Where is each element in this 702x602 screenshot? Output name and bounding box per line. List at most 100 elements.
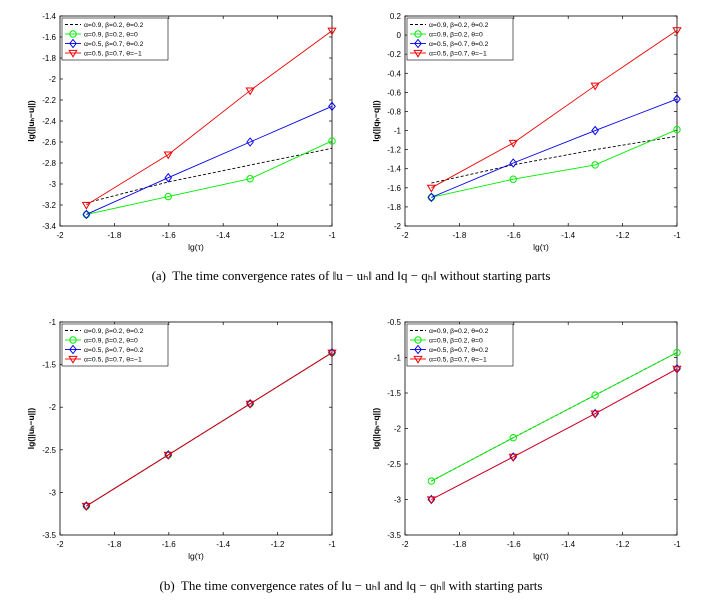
data-point-s3-3 [327,27,337,36]
series-line-2 [86,105,333,215]
legend-marker [69,30,77,38]
legend-marker [68,49,78,58]
x-tick-label: -1.4 [561,540,575,549]
y-tick-label: -2.2 [42,96,56,105]
data-point-s3-2 [245,87,255,96]
y-tick-label: -1.6 [42,33,56,42]
x-tick-label: -1.8 [453,231,467,240]
legend-entry: α=0.9, β=0.2, θ=0 [429,32,483,39]
x-tick-label: -1.4 [216,231,230,240]
legend-entry: α=0.9, β=0.2, θ=0 [84,32,138,39]
y-tick-label: -1.4 [387,165,401,174]
data-point-s1-2 [591,161,599,169]
legend-entry: α=0.5, β=0.7, θ=−1 [84,51,142,58]
x-axis-label: lg(τ) [188,551,204,561]
y-tick-label: -2.5 [387,460,401,469]
x-tick-label: -1.6 [507,540,521,549]
data-point-s3-1 [163,451,173,460]
x-tick-label: -1 [328,231,336,240]
data-point-s3-3 [672,365,682,374]
series-line-3 [86,352,333,507]
series-line-1 [86,140,333,215]
data-point-s3-0 [426,184,437,193]
legend-entry: α=0.5, β=0.7, θ=0.2 [429,41,489,48]
data-point-s1-3 [328,137,336,145]
legend-entry: α=0.9, β=0.2, θ=0 [429,338,483,345]
legend-entry: α=0.9, β=0.2, θ=0.2 [429,22,489,29]
y-axis-label: lg(||uₕ−u||) [26,408,36,450]
y-axis-label: lg(||qₕ−q||) [371,100,381,142]
x-tick-label: -1.2 [616,231,630,240]
y-tick-label: -1.5 [42,361,56,370]
y-tick-label: -3.5 [42,531,56,540]
legend-marker [69,336,77,344]
data-point-s3-0 [426,496,437,505]
y-tick-label: -0.5 [387,318,401,327]
data-point-s2-2 [246,137,254,147]
data-point-s3-1 [508,453,518,462]
legend-entry: α=0.9, β=0.2, θ=0.2 [84,22,144,29]
data-point-s3-2 [590,82,600,91]
y-tick-label: -0.6 [387,88,401,97]
x-tick-label: -1 [673,231,681,240]
x-tick-label: -1.2 [271,540,285,549]
y-tick-label: -3.2 [42,201,56,210]
x-tick-label: -1 [673,540,681,549]
y-tick-label: 0.2 [390,12,402,21]
legend-marker [69,38,77,49]
x-tick-label: -1.6 [162,231,176,240]
y-tick-label: -3 [394,496,402,505]
data-point-s2-1 [164,172,173,183]
data-point-s1-0 [427,477,436,485]
chart-a-u: -2 -1.8 -1.6 -1.4 -1.2 -1 -3.4 -3.2 -3 -2.8 -2.6 -2… [26,12,337,252]
data-point-s1-3 [673,125,681,134]
data-point-s3-0 [81,201,92,210]
y-tick-label: -3 [49,488,57,497]
legend-entry: α=0.5, β=0.7, θ=0.2 [84,41,144,48]
x-axis-label: lg(τ) [533,242,549,252]
data-point-s3-1 [163,151,173,160]
y-tick-label: -3.5 [387,531,401,540]
y-tick-label: -3.4 [42,222,56,231]
x-tick-label: -1 [328,540,336,549]
series-line-0 [86,147,333,204]
legend-entry: α=0.5, β=0.7, θ=−1 [429,357,487,364]
x-tick-label: -1.6 [162,540,176,549]
x-tick-label: -1.6 [507,231,521,240]
y-tick-label: -2 [49,75,57,84]
data-point-s2-0 [82,209,91,220]
data-point-s3-2 [590,410,600,419]
legend-entry: α=0.9, β=0.2, θ=0.2 [84,328,144,335]
y-tick-label: -0.8 [387,107,401,116]
legend-entry: α=0.5, β=0.7, θ=−1 [84,357,142,364]
data-point-s1-3 [673,348,681,357]
x-tick-label: -1.8 [453,540,467,549]
series-line-3 [86,30,333,206]
data-point-s1-1 [509,175,517,183]
y-tick-label: -3 [49,180,57,189]
y-tick-label: -1.5 [387,389,401,398]
data-point-s3-3 [672,27,682,36]
data-point-s2-3 [328,101,336,112]
x-tick-label: -1.8 [108,540,122,549]
legend-marker [414,336,422,344]
y-tick-label: -2.4 [42,117,56,126]
caption-b: (b) The time convergence rates of ‖u − u… [159,578,543,593]
legend-marker [68,355,78,364]
y-tick-label: -1 [49,318,57,327]
y-axis-label: lg(||qₕ−q||) [371,408,381,450]
legend-entry: α=0.5, β=0.7, θ=0.2 [84,347,144,354]
chart-a-q: -2 -1.8 -1.6 -1.4 -1.2 -1 -2 -1.8 -1.6 -1.4 -1.2 -1… [371,12,682,252]
y-tick-label: -2.6 [42,138,56,147]
legend-marker [414,30,422,38]
data-point-s1-2 [591,391,599,399]
legend-entry: α=0.5, β=0.7, θ=0.2 [429,347,489,354]
data-point-s3-2 [245,400,255,409]
x-tick-label: -2 [56,231,64,240]
y-axis-label: lg(||uₕ−u||) [26,100,36,142]
series-line-3 [431,29,678,189]
y-tick-label: -1 [394,127,402,136]
y-tick-label: -2 [394,222,402,231]
y-tick-label: -1.2 [387,146,401,155]
y-tick-label: -1.8 [42,54,56,63]
